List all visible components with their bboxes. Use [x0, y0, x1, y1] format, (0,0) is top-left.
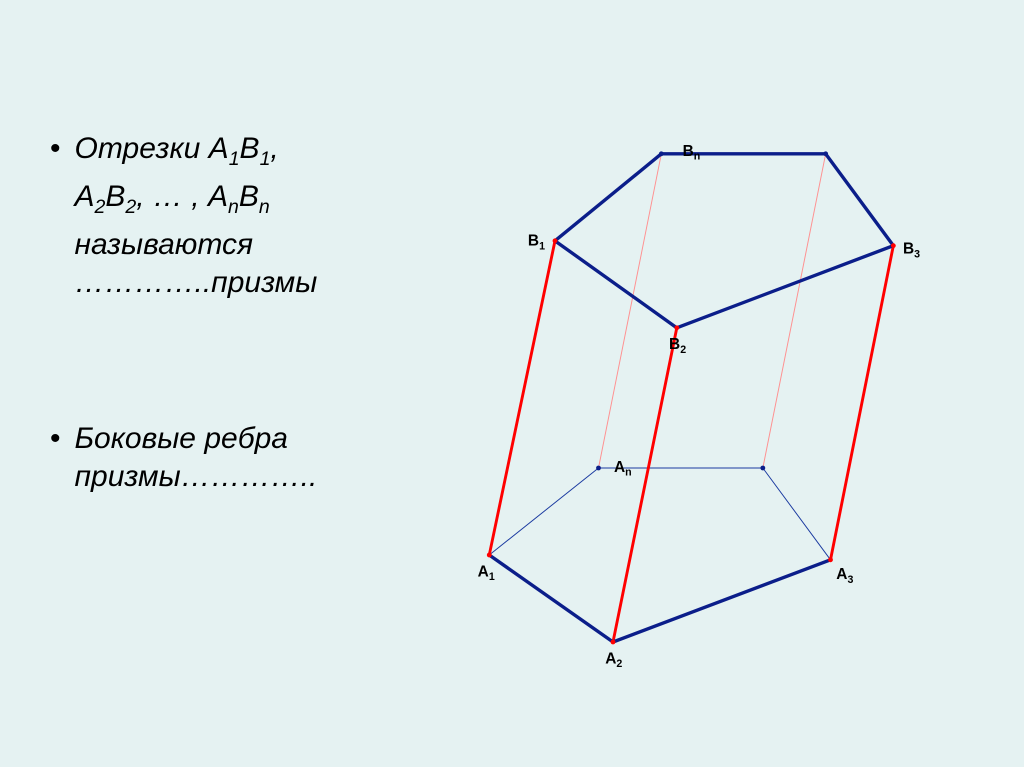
text-block-lower: • Боковые ребра призмы………….. — [50, 420, 430, 496]
bullet-text-1: Отрезки А1В1, А2В2, … , АnВn называются … — [75, 130, 318, 302]
bullet-item-1: • Отрезки А1В1, А2В2, … , АnВn называютс… — [50, 130, 430, 302]
slide-container: • Отрезки А1В1, А2В2, … , АnВn называютс… — [0, 0, 1024, 767]
bullet-text-2: Боковые ребра призмы………….. — [75, 420, 318, 496]
vertex-b2 — [674, 325, 679, 330]
label-bn: Bn — [683, 143, 701, 163]
edge-top-b3-b4 — [826, 154, 894, 246]
label-b3: B3 — [903, 240, 920, 260]
label-b2: B2 — [669, 336, 686, 356]
label-an: An — [614, 459, 632, 479]
vertex-bn — [659, 151, 664, 156]
label-b1: B1 — [528, 233, 545, 253]
edge-top-b1-b2 — [555, 241, 677, 328]
vertex-a4 — [760, 466, 765, 471]
edge-bot-a1-a2 — [489, 555, 613, 642]
bullet-item-2: • Боковые ребра призмы………….. — [50, 420, 430, 496]
label-a1: A1 — [478, 563, 495, 583]
edge-top-bn-b1 — [555, 154, 661, 241]
bullet-dot: • — [50, 420, 61, 458]
label-a3: A3 — [836, 566, 853, 586]
vertex-b3 — [891, 243, 896, 248]
edge-lat-a3-b3 — [831, 246, 894, 560]
edge-top-b2-b3 — [677, 246, 894, 328]
label-a2: A2 — [605, 650, 622, 670]
vertex-b4 — [823, 151, 828, 156]
vertex-b1 — [553, 238, 558, 243]
edge-bot-a2-a3 — [613, 560, 831, 642]
edge-lat-a2-b2 — [613, 328, 677, 642]
prism-diagram: B1 B2 B3 Bn A1 A2 A3 An — [420, 120, 980, 700]
vertex-a3 — [828, 557, 833, 562]
edge-lat-a4-b4 — [763, 154, 826, 468]
text-block-upper: • Отрезки А1В1, А2В2, … , АnВn называютс… — [50, 130, 430, 302]
prism-svg: B1 B2 B3 Bn A1 A2 A3 An — [420, 120, 980, 700]
edge-bot-a3-a4 — [763, 468, 831, 560]
vertex-an — [596, 466, 601, 471]
edge-lat-a1-b1 — [489, 241, 555, 555]
bullet-dot: • — [50, 130, 61, 168]
vertex-a2 — [611, 640, 616, 645]
vertex-a1 — [487, 553, 492, 558]
